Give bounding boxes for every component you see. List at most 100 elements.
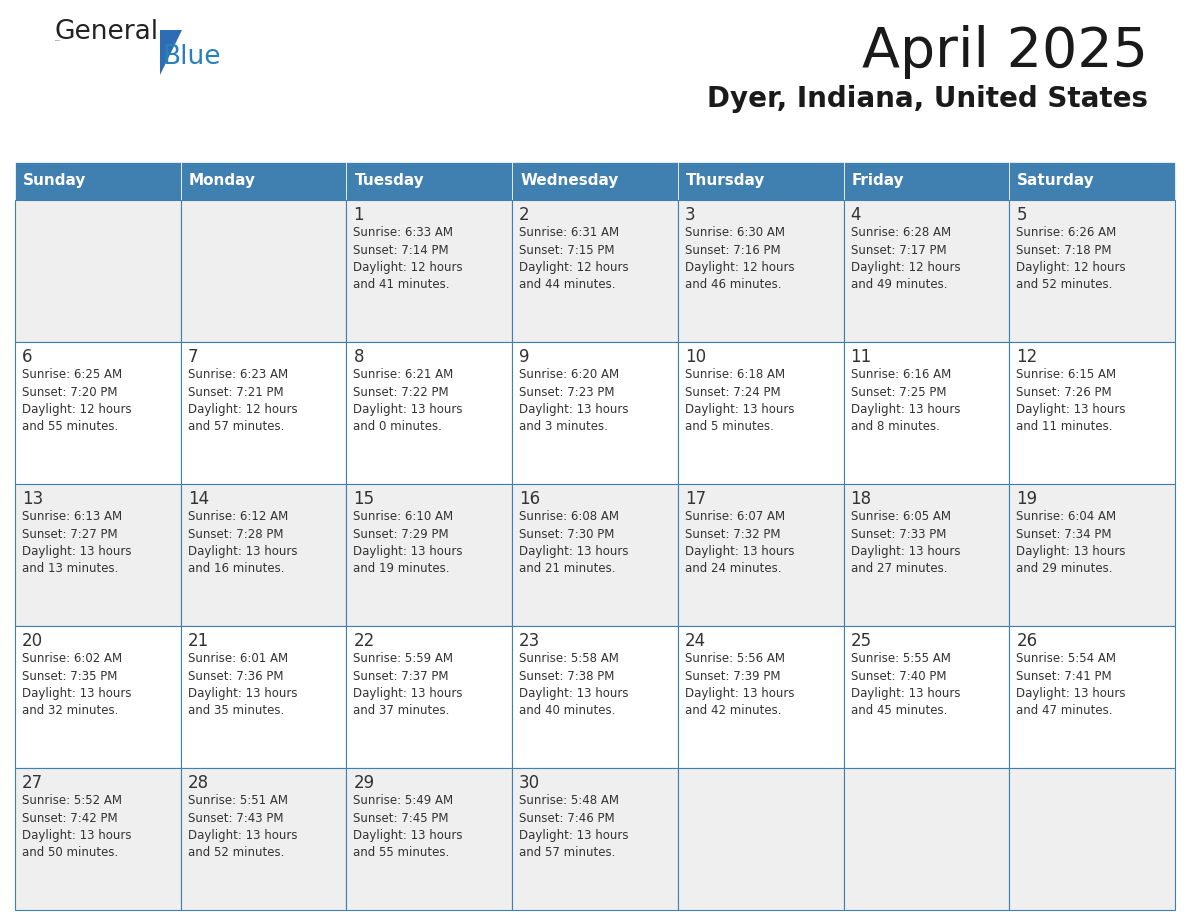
Text: 19: 19 (1016, 490, 1037, 508)
Text: 25: 25 (851, 632, 872, 650)
Bar (512, 162, 678, 200)
Text: Sunrise: 6:16 AM
Sunset: 7:25 PM
Daylight: 13 hours
and 8 minutes.: Sunrise: 6:16 AM Sunset: 7:25 PM Dayligh… (851, 368, 960, 433)
Bar (347, 484, 512, 626)
Bar (181, 342, 347, 484)
Text: 11: 11 (851, 348, 872, 366)
Text: Sunrise: 5:52 AM
Sunset: 7:42 PM
Daylight: 13 hours
and 50 minutes.: Sunrise: 5:52 AM Sunset: 7:42 PM Dayligh… (23, 794, 132, 859)
Bar (15, 626, 181, 768)
Text: Tuesday: Tuesday (354, 174, 424, 188)
Text: Sunrise: 5:51 AM
Sunset: 7:43 PM
Daylight: 13 hours
and 52 minutes.: Sunrise: 5:51 AM Sunset: 7:43 PM Dayligh… (188, 794, 297, 859)
Text: Sunrise: 6:08 AM
Sunset: 7:30 PM
Daylight: 13 hours
and 21 minutes.: Sunrise: 6:08 AM Sunset: 7:30 PM Dayligh… (519, 510, 628, 576)
Text: Sunrise: 6:13 AM
Sunset: 7:27 PM
Daylight: 13 hours
and 13 minutes.: Sunrise: 6:13 AM Sunset: 7:27 PM Dayligh… (23, 510, 132, 576)
Text: Sunrise: 6:31 AM
Sunset: 7:15 PM
Daylight: 12 hours
and 44 minutes.: Sunrise: 6:31 AM Sunset: 7:15 PM Dayligh… (519, 226, 628, 292)
Bar (1010, 626, 1175, 768)
Bar (678, 162, 843, 200)
Text: April 2025: April 2025 (862, 25, 1148, 79)
Polygon shape (160, 30, 182, 75)
Text: Sunrise: 6:25 AM
Sunset: 7:20 PM
Daylight: 12 hours
and 55 minutes.: Sunrise: 6:25 AM Sunset: 7:20 PM Dayligh… (23, 368, 132, 433)
Text: Sunrise: 5:49 AM
Sunset: 7:45 PM
Daylight: 13 hours
and 55 minutes.: Sunrise: 5:49 AM Sunset: 7:45 PM Dayligh… (353, 794, 463, 859)
Bar (1010, 342, 1175, 484)
Text: Sunrise: 6:05 AM
Sunset: 7:33 PM
Daylight: 13 hours
and 27 minutes.: Sunrise: 6:05 AM Sunset: 7:33 PM Dayligh… (851, 510, 960, 576)
Bar (843, 768, 1010, 910)
Text: Sunrise: 6:33 AM
Sunset: 7:14 PM
Daylight: 12 hours
and 41 minutes.: Sunrise: 6:33 AM Sunset: 7:14 PM Dayligh… (353, 226, 463, 292)
Bar (843, 200, 1010, 342)
Text: 17: 17 (684, 490, 706, 508)
Text: Sunrise: 6:02 AM
Sunset: 7:35 PM
Daylight: 13 hours
and 32 minutes.: Sunrise: 6:02 AM Sunset: 7:35 PM Dayligh… (23, 652, 132, 718)
Text: Sunday: Sunday (23, 174, 87, 188)
Bar (15, 200, 181, 342)
Text: 22: 22 (353, 632, 374, 650)
Text: 23: 23 (519, 632, 541, 650)
Text: Sunrise: 6:30 AM
Sunset: 7:16 PM
Daylight: 12 hours
and 46 minutes.: Sunrise: 6:30 AM Sunset: 7:16 PM Dayligh… (684, 226, 795, 292)
Text: 30: 30 (519, 774, 541, 792)
Bar (181, 200, 347, 342)
Bar (678, 342, 843, 484)
Text: Sunrise: 6:20 AM
Sunset: 7:23 PM
Daylight: 13 hours
and 3 minutes.: Sunrise: 6:20 AM Sunset: 7:23 PM Dayligh… (519, 368, 628, 433)
Bar (181, 484, 347, 626)
Bar (512, 768, 678, 910)
Text: 16: 16 (519, 490, 541, 508)
Text: 9: 9 (519, 348, 530, 366)
Bar (1010, 200, 1175, 342)
Text: Dyer, Indiana, United States: Dyer, Indiana, United States (707, 85, 1148, 113)
Bar (347, 200, 512, 342)
Text: 24: 24 (684, 632, 706, 650)
Text: Thursday: Thursday (685, 174, 765, 188)
Text: 27: 27 (23, 774, 43, 792)
Text: 14: 14 (188, 490, 209, 508)
Bar (15, 768, 181, 910)
Text: Sunrise: 6:15 AM
Sunset: 7:26 PM
Daylight: 13 hours
and 11 minutes.: Sunrise: 6:15 AM Sunset: 7:26 PM Dayligh… (1016, 368, 1126, 433)
Text: 26: 26 (1016, 632, 1037, 650)
Bar (1010, 768, 1175, 910)
Text: Sunrise: 6:10 AM
Sunset: 7:29 PM
Daylight: 13 hours
and 19 minutes.: Sunrise: 6:10 AM Sunset: 7:29 PM Dayligh… (353, 510, 463, 576)
Text: 8: 8 (353, 348, 364, 366)
Bar (843, 626, 1010, 768)
Text: 6: 6 (23, 348, 32, 366)
Bar (843, 484, 1010, 626)
Text: Sunrise: 6:07 AM
Sunset: 7:32 PM
Daylight: 13 hours
and 24 minutes.: Sunrise: 6:07 AM Sunset: 7:32 PM Dayligh… (684, 510, 795, 576)
Bar (347, 768, 512, 910)
Bar (512, 484, 678, 626)
Text: Sunrise: 6:26 AM
Sunset: 7:18 PM
Daylight: 12 hours
and 52 minutes.: Sunrise: 6:26 AM Sunset: 7:18 PM Dayligh… (1016, 226, 1126, 292)
Text: Sunrise: 6:12 AM
Sunset: 7:28 PM
Daylight: 13 hours
and 16 minutes.: Sunrise: 6:12 AM Sunset: 7:28 PM Dayligh… (188, 510, 297, 576)
Text: Sunrise: 6:28 AM
Sunset: 7:17 PM
Daylight: 12 hours
and 49 minutes.: Sunrise: 6:28 AM Sunset: 7:17 PM Dayligh… (851, 226, 960, 292)
Bar (15, 342, 181, 484)
Bar (512, 626, 678, 768)
Text: Sunrise: 6:18 AM
Sunset: 7:24 PM
Daylight: 13 hours
and 5 minutes.: Sunrise: 6:18 AM Sunset: 7:24 PM Dayligh… (684, 368, 795, 433)
Bar (1010, 484, 1175, 626)
Text: 20: 20 (23, 632, 43, 650)
Bar (678, 768, 843, 910)
Text: Sunrise: 5:54 AM
Sunset: 7:41 PM
Daylight: 13 hours
and 47 minutes.: Sunrise: 5:54 AM Sunset: 7:41 PM Dayligh… (1016, 652, 1126, 718)
Text: 29: 29 (353, 774, 374, 792)
Text: 10: 10 (684, 348, 706, 366)
Text: Sunrise: 6:01 AM
Sunset: 7:36 PM
Daylight: 13 hours
and 35 minutes.: Sunrise: 6:01 AM Sunset: 7:36 PM Dayligh… (188, 652, 297, 718)
Text: Sunrise: 5:56 AM
Sunset: 7:39 PM
Daylight: 13 hours
and 42 minutes.: Sunrise: 5:56 AM Sunset: 7:39 PM Dayligh… (684, 652, 795, 718)
Bar (843, 342, 1010, 484)
Text: 2: 2 (519, 206, 530, 224)
Text: Saturday: Saturday (1017, 174, 1095, 188)
Text: Wednesday: Wednesday (520, 174, 619, 188)
Text: #222222: #222222 (55, 40, 62, 41)
Bar (181, 626, 347, 768)
Text: Friday: Friday (852, 174, 904, 188)
Text: 21: 21 (188, 632, 209, 650)
Text: 4: 4 (851, 206, 861, 224)
Bar (15, 484, 181, 626)
Text: Sunrise: 5:59 AM
Sunset: 7:37 PM
Daylight: 13 hours
and 37 minutes.: Sunrise: 5:59 AM Sunset: 7:37 PM Dayligh… (353, 652, 463, 718)
Text: 1: 1 (353, 206, 364, 224)
Text: 13: 13 (23, 490, 43, 508)
Text: Blue: Blue (162, 44, 221, 70)
Bar (678, 484, 843, 626)
Text: 18: 18 (851, 490, 872, 508)
Bar (15, 162, 181, 200)
Text: 15: 15 (353, 490, 374, 508)
Text: Sunrise: 5:55 AM
Sunset: 7:40 PM
Daylight: 13 hours
and 45 minutes.: Sunrise: 5:55 AM Sunset: 7:40 PM Dayligh… (851, 652, 960, 718)
Text: Sunrise: 6:04 AM
Sunset: 7:34 PM
Daylight: 13 hours
and 29 minutes.: Sunrise: 6:04 AM Sunset: 7:34 PM Dayligh… (1016, 510, 1126, 576)
Text: 28: 28 (188, 774, 209, 792)
Bar (512, 200, 678, 342)
Text: 3: 3 (684, 206, 695, 224)
Text: Sunrise: 6:21 AM
Sunset: 7:22 PM
Daylight: 13 hours
and 0 minutes.: Sunrise: 6:21 AM Sunset: 7:22 PM Dayligh… (353, 368, 463, 433)
Text: General: General (55, 19, 159, 45)
Bar (678, 200, 843, 342)
Bar (181, 162, 347, 200)
